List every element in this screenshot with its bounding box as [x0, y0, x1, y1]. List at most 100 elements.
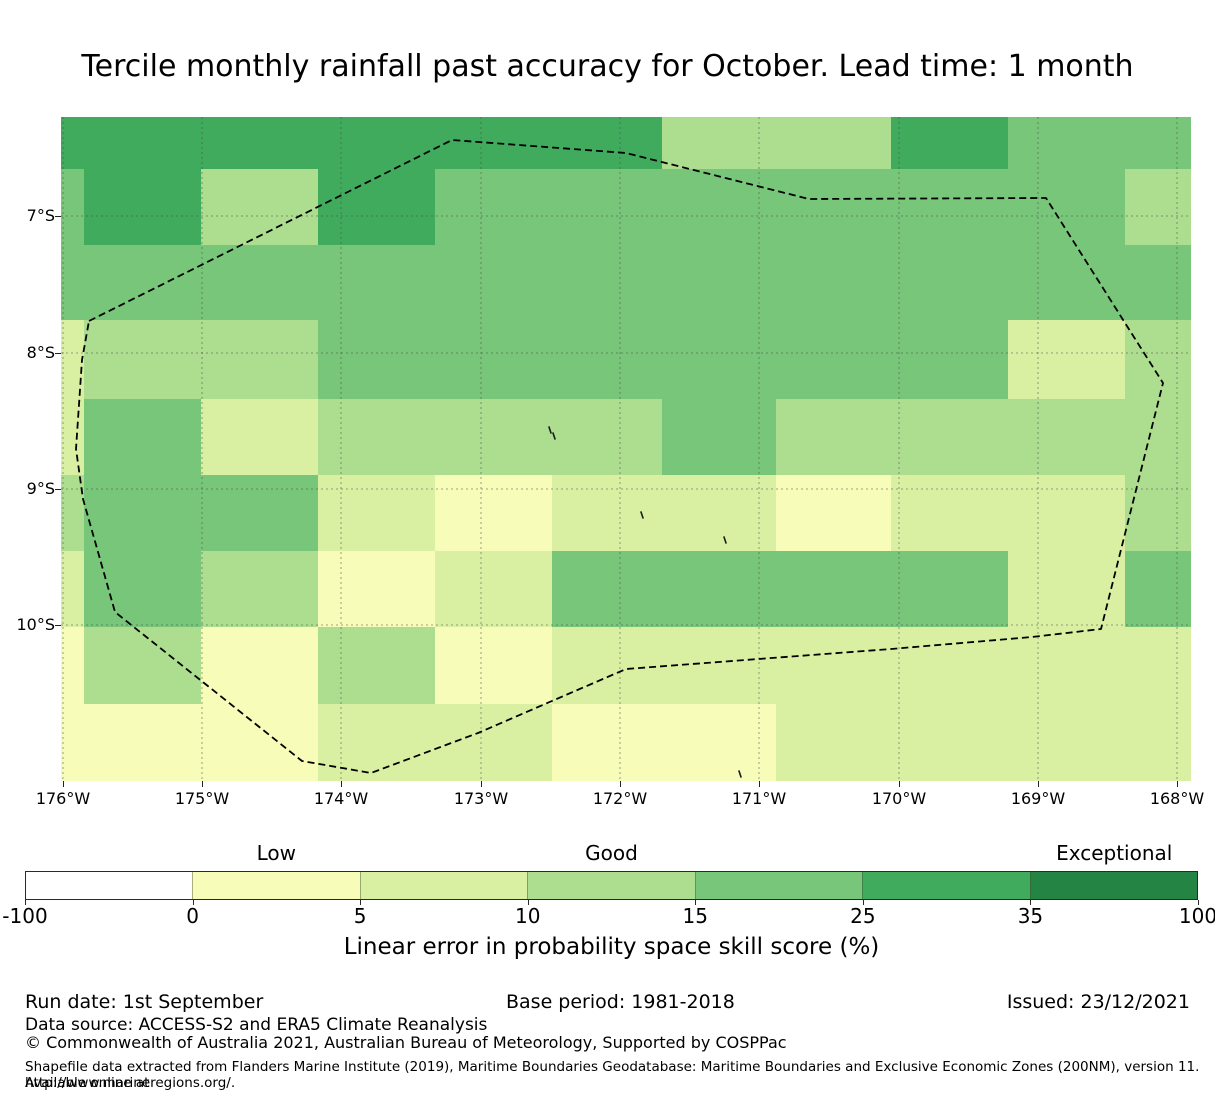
- heatmap-cell: [891, 704, 1008, 781]
- heatmap-cell: [84, 320, 201, 399]
- lon-tick-mark: [481, 781, 482, 787]
- shapefile-note-text: Shapefile data extracted from Flanders M…: [25, 1059, 1200, 1091]
- heatmap-cell: [61, 551, 84, 627]
- colorbar-segment: [527, 872, 695, 899]
- chart-title: Tercile monthly rainfall past accuracy f…: [81, 49, 1134, 84]
- lon-tick-label: 168°W: [1149, 789, 1205, 808]
- colorbar-tick-mark: [862, 900, 864, 905]
- lon-tick-label: 172°W: [592, 789, 648, 808]
- heatmap-cell: [662, 399, 776, 475]
- heatmap-cell: [84, 627, 201, 704]
- colorbar-tick-label: 5: [353, 904, 367, 928]
- heatmap-cell: [891, 117, 1008, 169]
- island-mark: [723, 536, 727, 544]
- colorbar-tier-label: Good: [585, 841, 638, 865]
- heatmap-cell: [662, 475, 776, 551]
- lon-tick-label: 173°W: [453, 789, 509, 808]
- heatmap-cell: [84, 551, 201, 627]
- lat-tick-mark: [55, 489, 61, 490]
- colorbar-segment: [192, 872, 360, 899]
- lat-tick-mark: [55, 353, 61, 354]
- map-heatmap: [61, 117, 1191, 781]
- colorbar-tick-label: 15: [682, 904, 708, 928]
- heatmap-cell: [662, 245, 776, 320]
- lat-tick-mark: [55, 625, 61, 626]
- heatmap-cell: [1125, 704, 1191, 781]
- heatmap-cell: [776, 169, 891, 245]
- heatmap-cell: [552, 551, 662, 627]
- island-mark: [640, 511, 644, 519]
- heatmap-cell: [1008, 169, 1125, 245]
- heatmap-cell: [61, 320, 84, 399]
- heatmap-cell: [318, 320, 435, 399]
- island-mark: [552, 432, 556, 440]
- heatmap-cell: [1125, 475, 1191, 551]
- colorbar-tick-mark: [360, 900, 362, 905]
- heatmap-cell: [552, 399, 662, 475]
- heatmap-cell: [891, 245, 1008, 320]
- colorbar-tick-mark: [25, 900, 26, 905]
- lon-tick-mark: [620, 781, 621, 787]
- heatmap-cell: [662, 704, 776, 781]
- lon-tick-mark: [899, 781, 900, 787]
- colorbar-tick-mark: [192, 900, 194, 905]
- colorbar-segment: [26, 872, 193, 899]
- colorbar-tick-label: 35: [1017, 904, 1044, 928]
- heatmap-cell: [1125, 245, 1191, 320]
- heatmap-cell: [891, 627, 1008, 704]
- heatmap-cell: [435, 245, 552, 320]
- colorbar-tick-mark: [527, 900, 529, 905]
- heatmap-cell: [776, 245, 891, 320]
- heatmap-cell: [435, 320, 552, 399]
- lon-tick-label: 169°W: [1010, 789, 1066, 808]
- heatmap-cell: [552, 475, 662, 551]
- heatmap-cell: [201, 320, 318, 399]
- heatmap-cell: [318, 551, 435, 627]
- copyright-text: © Commonwealth of Australia 2021, Austra…: [25, 1033, 787, 1052]
- heatmap-cell: [318, 117, 435, 169]
- heatmap-cell: [61, 399, 84, 475]
- heatmap-cell: [318, 475, 435, 551]
- heatmap-cell: [776, 117, 891, 169]
- heatmap-cell: [1008, 245, 1125, 320]
- heatmap-cell: [662, 169, 776, 245]
- heatmap-cell: [435, 475, 552, 551]
- base-period-text: Base period: 1981-2018: [506, 991, 735, 1013]
- lat-tick-label: 9°S: [26, 479, 55, 498]
- heatmap-cell: [435, 551, 552, 627]
- heatmap-cell: [1008, 399, 1125, 475]
- heatmap-cell: [201, 627, 318, 704]
- lon-tick-mark: [759, 781, 760, 787]
- heatmap-cell: [776, 475, 891, 551]
- lon-tick-mark: [1038, 781, 1039, 787]
- heatmap-cell: [201, 169, 318, 245]
- heatmap-cell: [552, 169, 662, 245]
- heatmap-cell: [318, 704, 435, 781]
- heatmap-cell: [662, 117, 776, 169]
- heatmap-cell: [891, 169, 1008, 245]
- colorbar-tick-mark: [1030, 900, 1032, 905]
- lon-tick-label: 171°W: [731, 789, 787, 808]
- lon-tick-mark: [341, 781, 342, 787]
- heatmap-cell: [891, 551, 1008, 627]
- heatmap-cell: [84, 475, 201, 551]
- lat-tick-mark: [55, 216, 61, 217]
- heatmap-cell: [1008, 551, 1125, 627]
- lon-tick-label: 175°W: [174, 789, 230, 808]
- colorbar-tick-label: -100: [2, 904, 48, 928]
- eez-boundary-line: [75, 139, 1164, 774]
- heatmap-cell: [435, 169, 552, 245]
- colorbar-tier-label: Exceptional: [1056, 841, 1173, 865]
- heatmap-cell: [1125, 169, 1191, 245]
- colorbar-segment: [359, 872, 528, 899]
- heatmap-cell: [1008, 475, 1125, 551]
- heatmap-cell: [662, 320, 776, 399]
- heatmap-cell: [84, 169, 201, 245]
- heatmap-cell: [435, 117, 552, 169]
- heatmap-cell: [201, 245, 318, 320]
- heatmap-cell: [435, 399, 552, 475]
- heatmap-cell: [201, 117, 318, 169]
- heatmap-cell: [61, 245, 84, 320]
- heatmap-cell: [552, 320, 662, 399]
